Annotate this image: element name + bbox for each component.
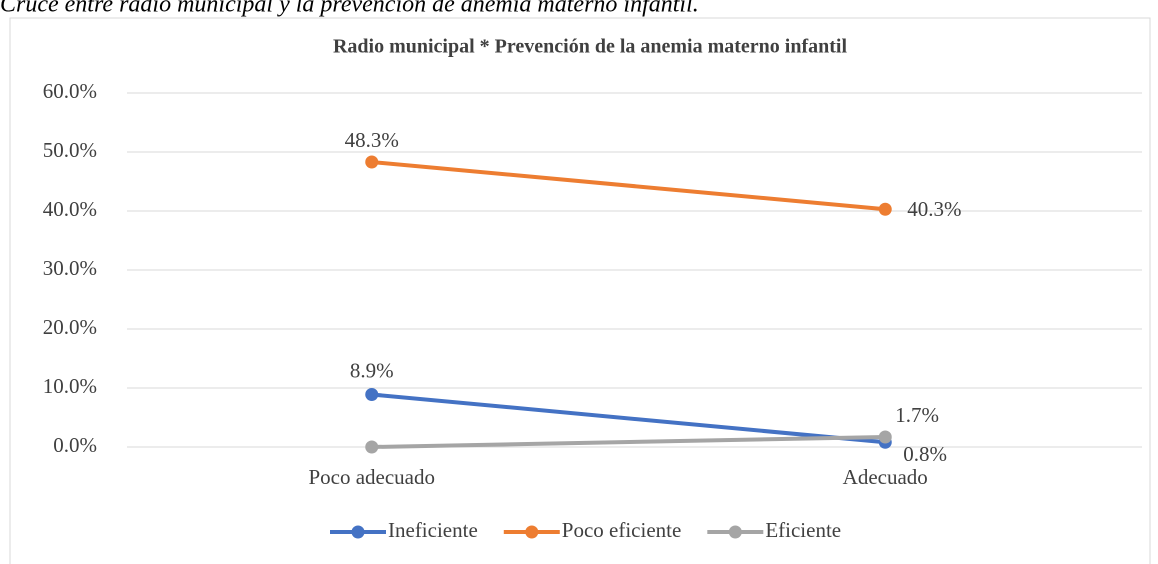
data-label: 48.3%: [345, 128, 399, 152]
data-point: [878, 430, 892, 444]
series-line: [371, 160, 886, 212]
y-tick-label: 40.0%: [43, 197, 97, 221]
data-label: 1.7%: [895, 403, 939, 427]
data-label: 40.3%: [907, 197, 961, 221]
y-tick-label: 30.0%: [43, 256, 97, 280]
y-tick-label: 0.0%: [53, 433, 97, 457]
series-line: [371, 392, 886, 445]
data-label: 0.8%: [903, 442, 947, 466]
chart-title: Radio municipal * Prevención de la anemi…: [333, 36, 848, 58]
data-label: 8.9%: [350, 358, 394, 382]
data-point: [365, 440, 379, 454]
data-point: [365, 155, 379, 169]
y-tick-label: 10.0%: [43, 374, 97, 398]
chart-frame: [9, 17, 1151, 564]
legend-label: Eficiente: [765, 518, 841, 542]
legend-marker: [728, 525, 742, 539]
x-tick-label: Adecuado: [843, 465, 928, 489]
caption: Cruce entre radio municipal y la prevenc…: [0, 0, 699, 18]
data-point: [365, 387, 379, 401]
data-point: [878, 202, 892, 216]
y-tick-label: 60.0%: [43, 79, 97, 103]
x-tick-label: Poco adecuado: [308, 465, 435, 489]
legend-marker: [351, 525, 365, 539]
legend-label: Ineficiente: [388, 518, 478, 542]
y-tick-label: 20.0%: [43, 315, 97, 339]
series-line: [371, 434, 886, 449]
legend-label: Poco eficiente: [562, 518, 682, 542]
legend-marker: [525, 525, 539, 539]
y-tick-label: 50.0%: [43, 138, 97, 162]
